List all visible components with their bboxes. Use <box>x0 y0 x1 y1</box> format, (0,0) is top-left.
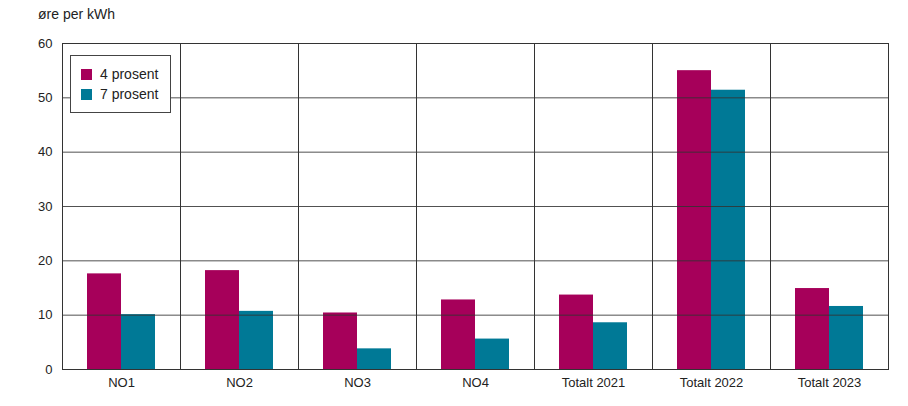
svg-text:60: 60 <box>38 36 52 51</box>
svg-text:Totalt 2022: Totalt 2022 <box>680 375 744 390</box>
svg-text:0: 0 <box>45 362 52 377</box>
svg-text:40: 40 <box>38 144 52 159</box>
svg-text:50: 50 <box>38 90 52 105</box>
svg-text:NO2: NO2 <box>226 375 253 390</box>
svg-text:NO3: NO3 <box>344 375 371 390</box>
html-text:øre per kWh: øre per kWh <box>38 6 115 22</box>
svg-text:20: 20 <box>38 253 52 268</box>
svg-text:Totalt 2021: Totalt 2021 <box>562 375 626 390</box>
svg-text:30: 30 <box>38 199 52 214</box>
html-text:7 prosent: 7 prosent <box>100 86 159 102</box>
svg-text:NO1: NO1 <box>108 375 135 390</box>
svg-text:Totalt 2023: Totalt 2023 <box>798 375 862 390</box>
svg-text:10: 10 <box>38 307 52 322</box>
html-text:4 prosent: 4 prosent <box>100 66 159 82</box>
svg-text:NO4: NO4 <box>462 375 489 390</box>
